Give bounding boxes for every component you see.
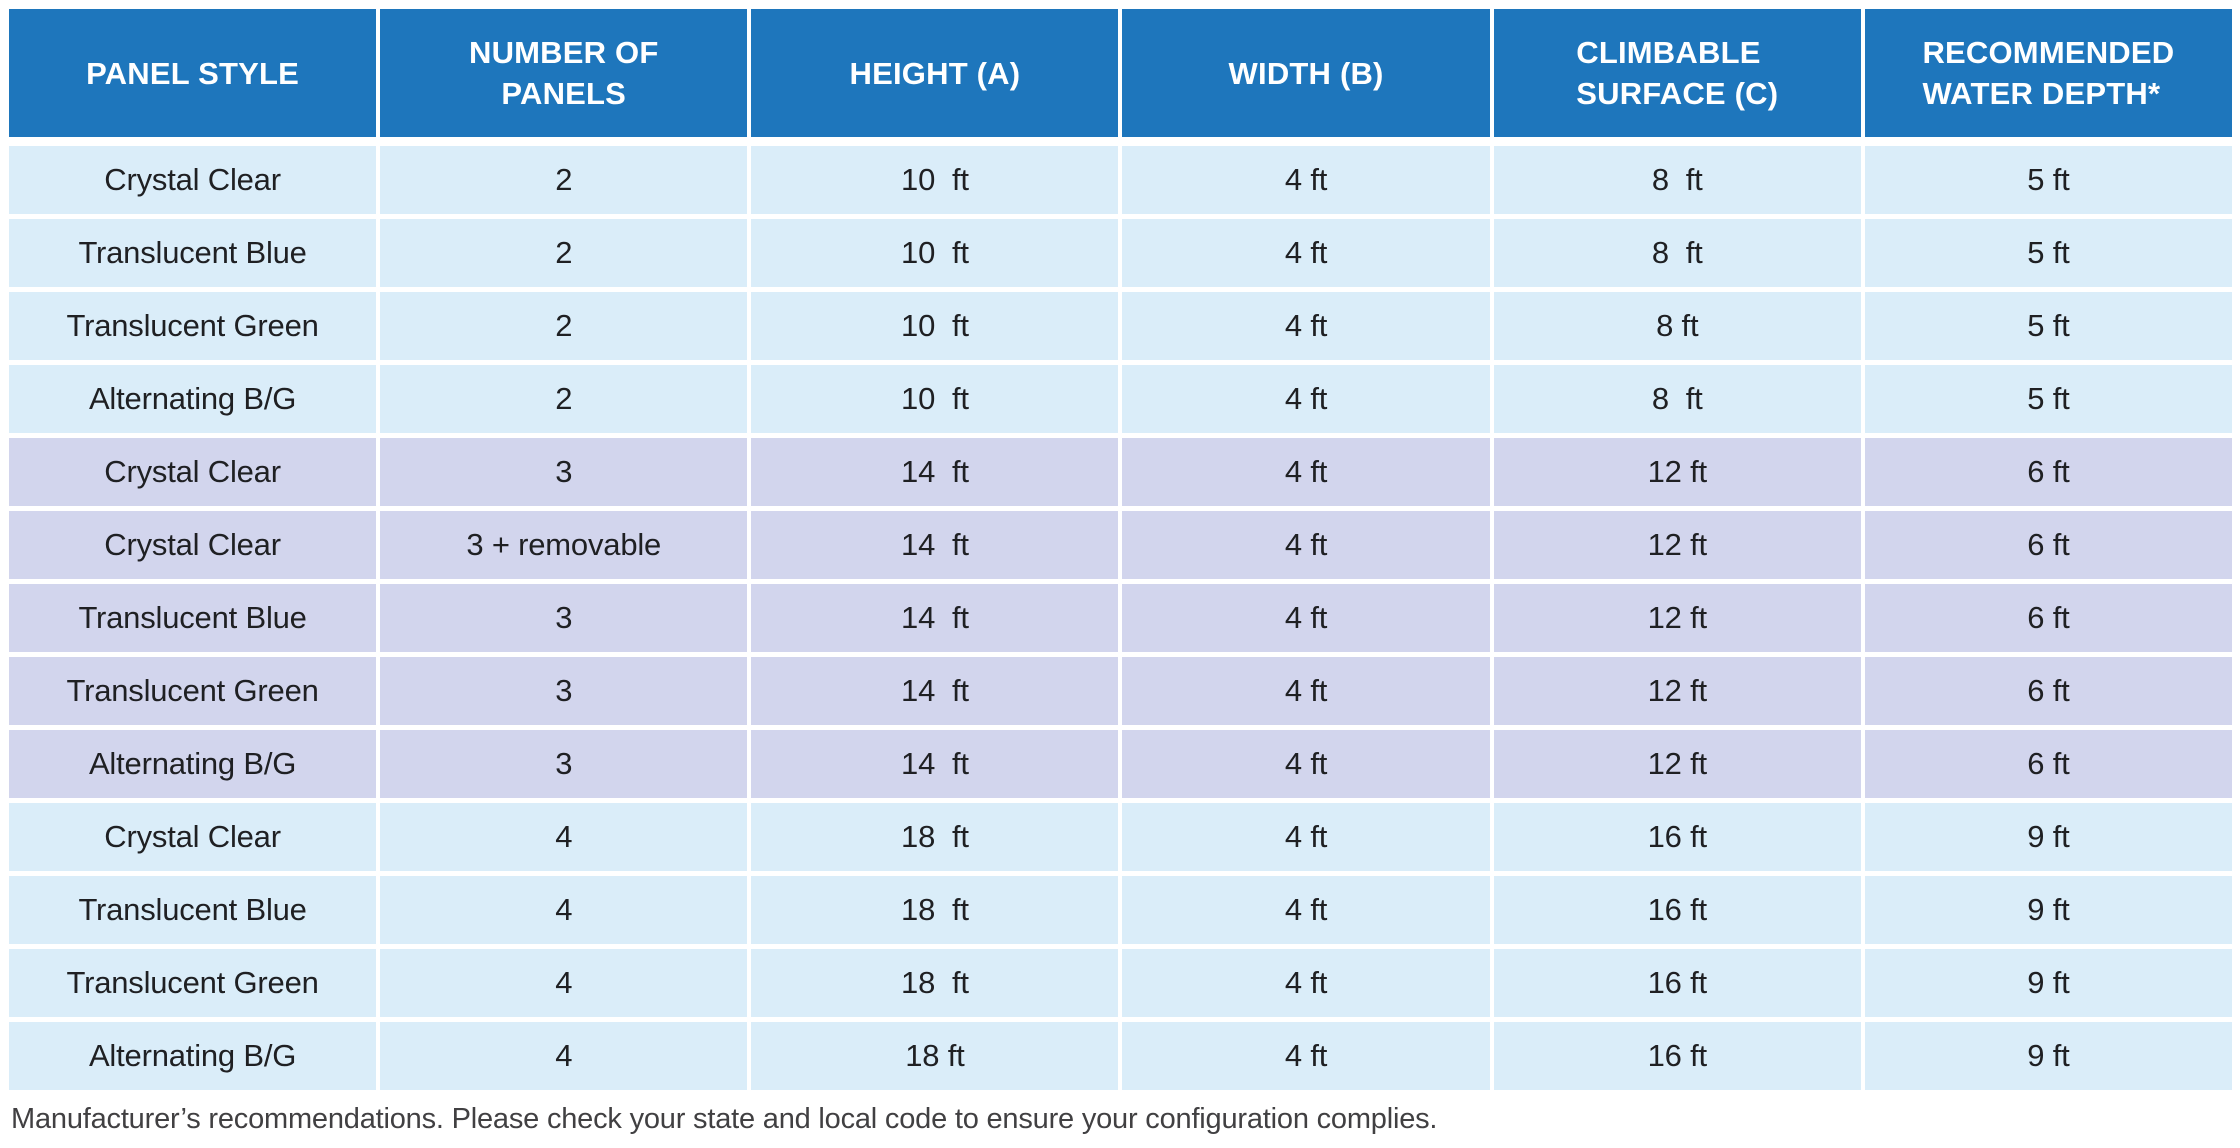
table-cell: 8 ft (1493, 365, 1861, 433)
table-cell: Translucent Blue (9, 876, 377, 944)
table-cell: 9 ft (1864, 1022, 2232, 1090)
table-cell: 5 ft (1864, 365, 2232, 433)
table-cell: 3 (380, 657, 748, 725)
column-header-label: HEIGHT (A) (849, 55, 1021, 91)
table-cell: 4 ft (1122, 219, 1490, 287)
table-cell: 3 + removable (380, 511, 748, 579)
table-cell: 10 ft (751, 292, 1119, 360)
table-cell: Crystal Clear (9, 146, 377, 214)
table-cell: 10 ft (751, 219, 1119, 287)
table-cell: 4 (380, 803, 748, 871)
table-cell: 14 ft (751, 584, 1119, 652)
table-cell: 16 ft (1493, 1022, 1861, 1090)
table-cell: 18 ft (751, 876, 1119, 944)
table-cell: 12 ft (1493, 511, 1861, 579)
column-header-climbable: CLIMBABLE SURFACE (C) (1493, 9, 1861, 137)
column-header-panel: PANEL STYLE (9, 9, 377, 137)
table-cell: 14 ft (751, 438, 1119, 506)
table-cell: 16 ft (1493, 803, 1861, 871)
table-cell: Crystal Clear (9, 803, 377, 871)
table-cell: 4 ft (1122, 1022, 1490, 1090)
table-cell: Alternating B/G (9, 1022, 377, 1090)
table-cell: 14 ft (751, 657, 1119, 725)
table-cell: 4 ft (1122, 730, 1490, 798)
table-cell: 3 (380, 584, 748, 652)
table-cell: 4 (380, 1022, 748, 1090)
table-cell: 6 ft (1864, 511, 2232, 579)
table-cell: 10 ft (751, 146, 1119, 214)
table-cell: 2 (380, 365, 748, 433)
table-cell: 9 ft (1864, 949, 2232, 1017)
table-cell: 4 ft (1122, 438, 1490, 506)
table-cell: 4 ft (1122, 803, 1490, 871)
table-cell: 4 ft (1122, 584, 1490, 652)
table-cell: 4 ft (1122, 949, 1490, 1017)
table-cell: Translucent Blue (9, 584, 377, 652)
column-header-label: WIDTH (B) (1228, 55, 1384, 91)
table-cell: 16 ft (1493, 949, 1861, 1017)
column-header-label: CLIMBABLE SURFACE (C) (1576, 35, 1779, 111)
spec-table-body: Crystal Clear 2 10 ft 4 ft 8 ft 5 ft Transluce… (9, 146, 2232, 1090)
column-header-label: NUMBER OF PANELS (468, 35, 659, 111)
table-cell: 6 ft (1864, 730, 2232, 798)
table-cell: 4 ft (1122, 292, 1490, 360)
table-cell: 8 ft (1493, 219, 1861, 287)
table-cell: 8 ft (1493, 292, 1861, 360)
table-cell: 4 ft (1122, 657, 1490, 725)
table-cell: Translucent Green (9, 657, 377, 725)
table-cell: 12 ft (1493, 730, 1861, 798)
column-header-label: RECOMMENDED WATER DEPTH* (1922, 35, 2175, 111)
spec-table-header: PANEL STYLE NUMBER OF PANELS HEIGHT (A) WID… (9, 9, 2232, 137)
table-cell: 18 ft (751, 803, 1119, 871)
column-header-label: PANEL STYLE (86, 55, 300, 91)
table-cell: 6 ft (1864, 438, 2232, 506)
table-cell: 4 (380, 876, 748, 944)
table-cell: 6 ft (1864, 584, 2232, 652)
table-cell: 5 ft (1864, 146, 2232, 214)
table-cell: 10 ft (751, 365, 1119, 433)
table-cell: 18 ft (751, 1022, 1119, 1090)
table-cell: 4 ft (1122, 511, 1490, 579)
table-cell: 4 ft (1122, 146, 1490, 214)
table-cell: Translucent Blue (9, 219, 377, 287)
table-cell: 14 ft (751, 730, 1119, 798)
table-cell: 16 ft (1493, 876, 1861, 944)
table-cell: 2 (380, 219, 748, 287)
table-cell: 4 ft (1122, 876, 1490, 944)
table-cell: 2 (380, 292, 748, 360)
table-cell: 6 ft (1864, 657, 2232, 725)
table-cell: 18 ft (751, 949, 1119, 1017)
table-cell: 3 (380, 438, 748, 506)
table-cell: Translucent Green (9, 292, 377, 360)
table-cell: 12 ft (1493, 438, 1861, 506)
table-cell: Alternating B/G (9, 730, 377, 798)
table-cell: 5 ft (1864, 219, 2232, 287)
table-cell: 8 ft (1493, 146, 1861, 214)
table-cell: 14 ft (751, 511, 1119, 579)
table-cell: 2 (380, 146, 748, 214)
table-cell: Translucent Green (9, 949, 377, 1017)
table-cell: 4 (380, 949, 748, 1017)
table-cell: 12 ft (1493, 584, 1861, 652)
table-cell: 9 ft (1864, 803, 2232, 871)
table-cell: Alternating B/G (9, 365, 377, 433)
table-cell: 9 ft (1864, 876, 2232, 944)
table-cell: 3 (380, 730, 748, 798)
table-cell: 12 ft (1493, 657, 1861, 725)
table-cell: 4 ft (1122, 365, 1490, 433)
column-header-number: NUMBER OF PANELS (380, 9, 748, 137)
table-cell: Crystal Clear (9, 511, 377, 579)
manufacturer-note: Manufacturer’s recommendations. Please c… (11, 1103, 1438, 1135)
column-header-width: WIDTH (B) (1122, 9, 1490, 137)
column-header-recommended: RECOMMENDED WATER DEPTH* (1864, 9, 2232, 137)
column-header-height: HEIGHT (A) (751, 9, 1119, 137)
table-cell: 5 ft (1864, 292, 2232, 360)
table-cell: Crystal Clear (9, 438, 377, 506)
